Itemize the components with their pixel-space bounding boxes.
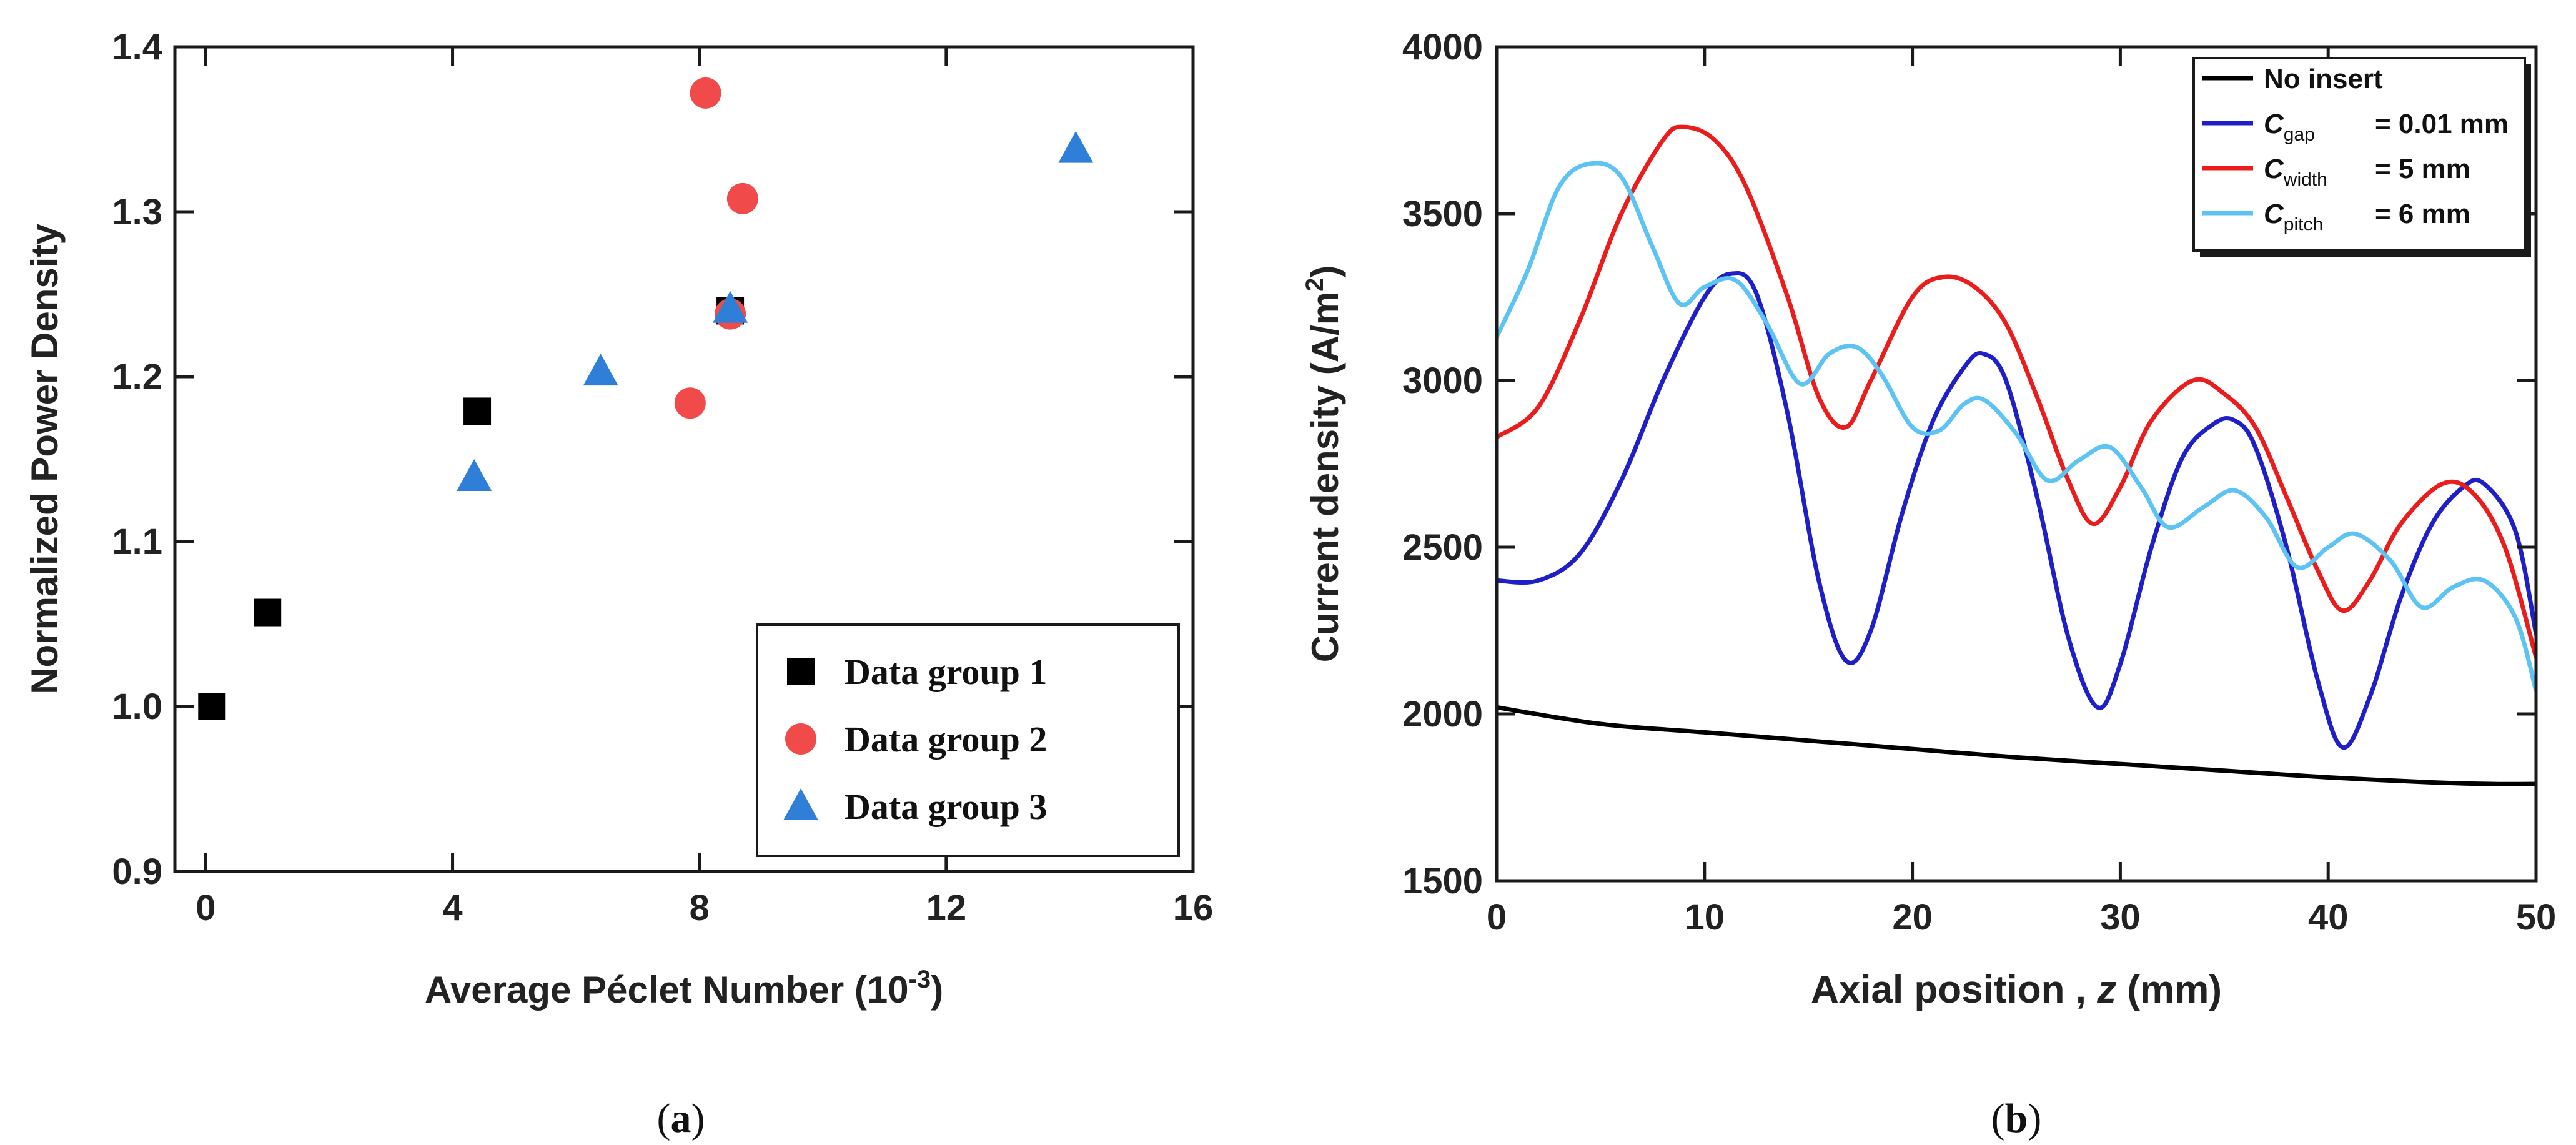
x-tick-label: 8 bbox=[690, 888, 710, 928]
x-axis-title: Axial position , z (mm) bbox=[1811, 968, 2222, 1011]
legend-label-2: Data group 2 bbox=[845, 719, 1047, 760]
legend-box bbox=[2192, 57, 2526, 252]
data-point-group2 bbox=[690, 77, 721, 109]
y-tick-label: 0.9 bbox=[112, 851, 162, 892]
series-line-4 bbox=[1497, 161, 2536, 693]
x-tick-label: 30 bbox=[2100, 897, 2141, 938]
plot-frame bbox=[1495, 45, 2538, 883]
series-group-1 bbox=[198, 297, 745, 720]
legend-label-2: Cgap = 0.01 mm bbox=[2264, 109, 2509, 145]
x-tick-label: 4 bbox=[442, 888, 462, 928]
panel-caption-b: (b) bbox=[1991, 1096, 2042, 1141]
series-line-2 bbox=[1497, 270, 2536, 750]
data-point-group2 bbox=[674, 387, 706, 419]
legend-label-4: Cpitch = 6 mm bbox=[2264, 199, 2470, 235]
data-point-group3 bbox=[583, 354, 618, 386]
series-line-1 bbox=[1497, 705, 2536, 786]
legend-label-3: Data group 3 bbox=[845, 786, 1047, 827]
y-tick-label: 4000 bbox=[1402, 27, 1483, 67]
y-axis-title: Normalized Power Density bbox=[24, 224, 66, 695]
y-tick-label: 1500 bbox=[1402, 861, 1483, 901]
legend-marker-3 bbox=[783, 788, 818, 820]
x-tick-label: 50 bbox=[2516, 897, 2557, 938]
y-axis-title: Current density (A/m2) bbox=[1301, 265, 1346, 663]
legend-label-3: Cwidth = 5 mm bbox=[2264, 154, 2470, 190]
y-tick-label: 1.1 bbox=[112, 522, 162, 562]
panel-caption-a: (a) bbox=[657, 1096, 705, 1141]
plot-frame bbox=[173, 45, 1195, 873]
data-point-group2 bbox=[726, 182, 758, 214]
x-tick-label: 0 bbox=[196, 888, 215, 928]
legend-box bbox=[756, 623, 1180, 857]
x-tick-label: 12 bbox=[926, 888, 967, 928]
y-tick-label: 3500 bbox=[1402, 194, 1483, 234]
panel-b: 0 10 20 30 40 50 1500 2000 2500 3000 3500 4000 Axial… bbox=[1301, 27, 2556, 1141]
data-point-group3 bbox=[1058, 131, 1094, 163]
data-point-group1 bbox=[198, 693, 226, 720]
series-group-3 bbox=[457, 131, 1094, 492]
y-tick-label: 1.0 bbox=[112, 687, 162, 727]
y-tick-label: 1.4 bbox=[112, 27, 162, 67]
series-group-2 bbox=[674, 77, 758, 419]
x-tick-label: 20 bbox=[1892, 897, 1933, 938]
x-tick-label: 40 bbox=[2308, 897, 2349, 938]
x-axis-title: Average Péclet Number (10-3) bbox=[425, 966, 943, 1011]
x-tick-label: 0 bbox=[1487, 897, 1507, 938]
x-tick-label: 16 bbox=[1173, 888, 1214, 928]
y-tick-label: 2500 bbox=[1402, 527, 1483, 568]
data-point-group3 bbox=[457, 459, 492, 492]
data-point-group1 bbox=[254, 598, 282, 627]
x-tick-label: 10 bbox=[1685, 897, 1725, 938]
series-line-3 bbox=[1497, 124, 2536, 660]
panel-a: 0 4 8 12 16 0.9 1.0 1.1 1.2 1.3 1.4 Average Péclet … bbox=[24, 27, 1213, 1141]
y-tick-label: 1.2 bbox=[112, 357, 162, 397]
legend-label-1: No insert bbox=[2264, 64, 2383, 94]
legend-marker-2 bbox=[785, 723, 816, 755]
legend-marker-1 bbox=[787, 658, 815, 685]
y-tick-label: 1.3 bbox=[112, 192, 162, 232]
data-point-group3 bbox=[713, 290, 748, 323]
legend-label-1: Data group 1 bbox=[845, 652, 1047, 692]
y-tick-label: 3000 bbox=[1402, 360, 1483, 401]
data-point-group1 bbox=[463, 397, 492, 425]
y-tick-label: 2000 bbox=[1402, 694, 1483, 735]
